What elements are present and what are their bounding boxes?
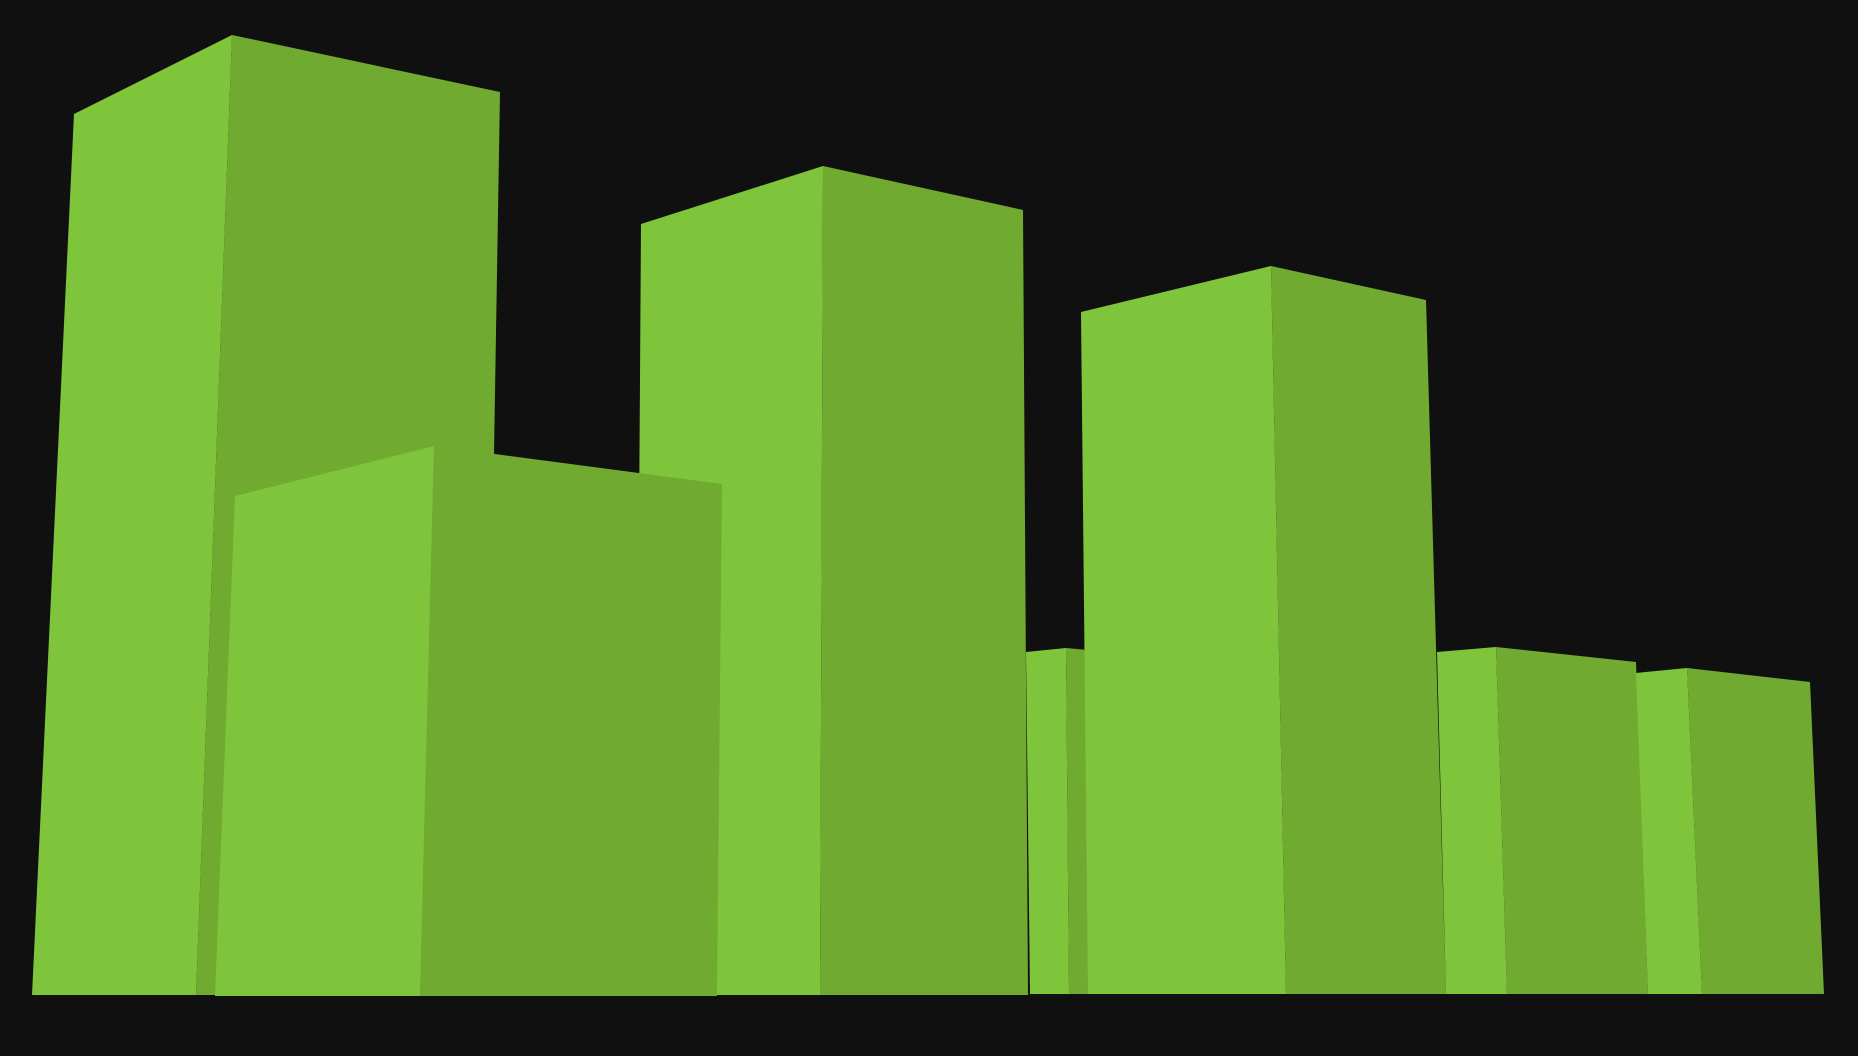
block-2-left-face (215, 446, 434, 996)
block-3[interactable] (636, 166, 1028, 995)
block-4[interactable] (1026, 648, 1090, 994)
block-4-left-face (1026, 648, 1069, 994)
block-5[interactable] (1081, 266, 1446, 994)
block-6[interactable] (1437, 647, 1648, 994)
block-3-right-face (820, 166, 1028, 995)
block-7-left-face (1636, 668, 1702, 994)
block-4-right-face (1066, 648, 1090, 994)
block-2-right-face (420, 446, 722, 996)
block-6-left-face (1437, 647, 1507, 994)
block-5-left-face (1081, 266, 1286, 994)
block-2[interactable] (215, 446, 722, 996)
block-7-right-face (1687, 668, 1824, 994)
block-7[interactable] (1636, 668, 1824, 994)
block-1-left-face (32, 35, 232, 995)
block-6-right-face (1496, 647, 1648, 994)
block-5-right-face (1271, 266, 1446, 994)
